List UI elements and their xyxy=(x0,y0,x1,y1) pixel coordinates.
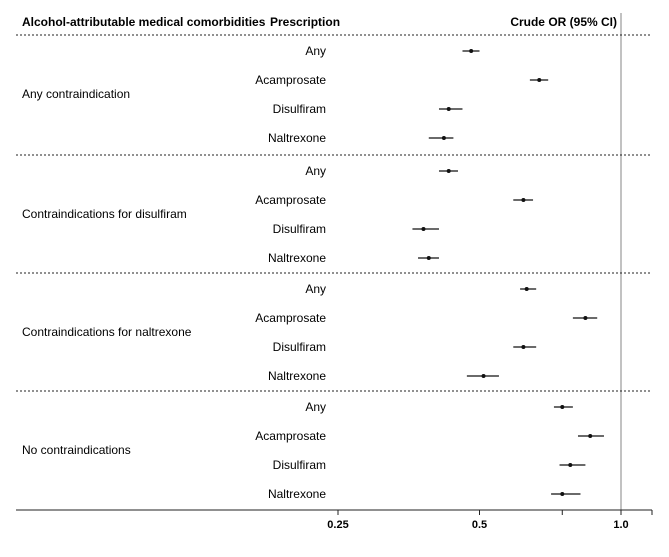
x-tick-label: 1.0 xyxy=(613,519,628,531)
or-point xyxy=(521,345,526,349)
prescription-label: Any xyxy=(305,282,326,296)
prescription-label: Naltrexone xyxy=(268,251,326,265)
or-point xyxy=(421,227,426,231)
or-point xyxy=(560,405,565,409)
or-point xyxy=(469,49,474,53)
group-label: No contraindications xyxy=(22,443,131,457)
or-point xyxy=(588,434,593,438)
group-label: Contraindications for naltrexone xyxy=(22,325,192,339)
prescription-label: Disulfiram xyxy=(273,340,326,354)
prescription-label: Disulfiram xyxy=(273,102,326,116)
prescription-label: Any xyxy=(305,164,326,178)
or-point xyxy=(560,492,565,496)
or-point xyxy=(537,78,542,82)
header-estimate: Crude OR (95% CI) xyxy=(510,15,617,29)
x-tick-label: 0.5 xyxy=(472,519,487,531)
or-point xyxy=(446,107,451,111)
prescription-label: Disulfiram xyxy=(273,222,326,236)
or-point xyxy=(426,256,431,260)
or-point xyxy=(524,287,529,291)
prescription-label: Any xyxy=(305,400,326,414)
or-point xyxy=(521,198,526,202)
or-point xyxy=(441,136,446,140)
or-point xyxy=(568,463,573,467)
forest-marks: Any contraindication Any Acamprosate Disulf… xyxy=(16,13,653,531)
prescription-label: Naltrexone xyxy=(268,131,326,145)
prescription-label: Naltrexone xyxy=(268,369,326,383)
header-comorbidity: Alcohol-attributable medical comorbiditi… xyxy=(22,15,266,29)
or-point xyxy=(446,169,451,173)
prescription-label: Acamprosate xyxy=(255,73,326,87)
prescription-label: Acamprosate xyxy=(255,311,326,325)
x-tick-label: 0.25 xyxy=(327,519,348,531)
prescription-label: Any xyxy=(305,44,326,58)
prescription-label: Acamprosate xyxy=(255,193,326,207)
prescription-label: Acamprosate xyxy=(255,429,326,443)
prescription-label: Disulfiram xyxy=(273,458,326,472)
group-label: Contraindications for disulfiram xyxy=(22,207,187,221)
group-label: Any contraindication xyxy=(22,87,130,101)
header-prescription: Prescription xyxy=(270,15,340,29)
prescription-label: Naltrexone xyxy=(268,487,326,501)
or-point xyxy=(481,374,486,378)
or-point xyxy=(583,316,588,320)
